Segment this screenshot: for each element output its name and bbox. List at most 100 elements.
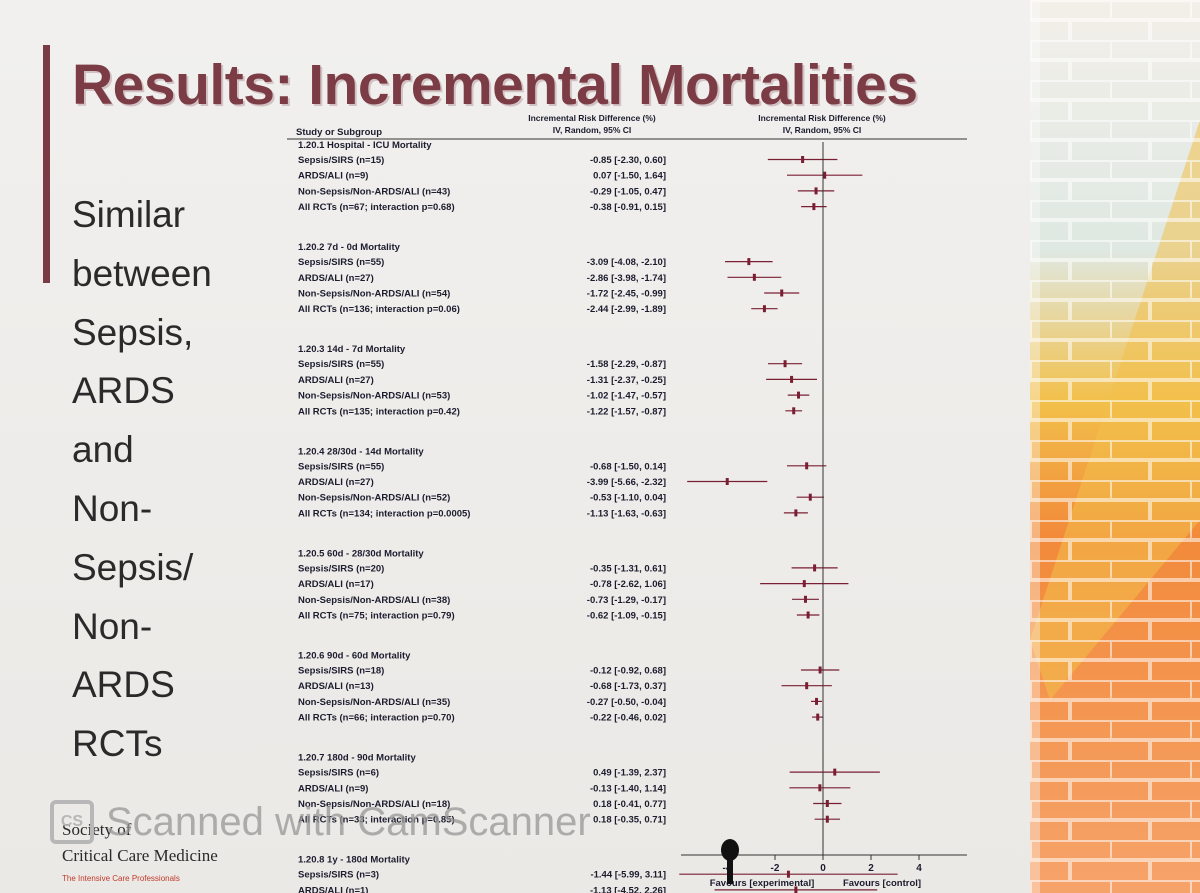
row-label: Non-Sepsis/Non-ARDS/ALI (n=38) <box>298 595 450 606</box>
sccm-logo: Society of Critical Care Medicine The In… <box>62 820 262 883</box>
summary-line: ARDS <box>72 664 175 706</box>
forest-plot: Incremental Risk Difference (%) IV, Rando… <box>282 108 982 893</box>
row-label: Sepsis/SIRS (n=3) <box>298 870 379 881</box>
group-title: 1.20.3 14d - 7d Mortality <box>298 344 406 355</box>
forest-plot-svg: Incremental Risk Difference (%) IV, Rando… <box>287 113 967 893</box>
header-method-left: IV, Random, 95% CI <box>553 125 632 135</box>
row-ci-text: -0.12 [-0.92, 0.68] <box>590 666 666 677</box>
row-label: Sepsis/SIRS (n=20) <box>298 563 384 574</box>
point-estimate <box>815 697 819 705</box>
row-ci-text: 0.07 [-1.50, 1.64] <box>593 171 666 182</box>
row-ci-text: -1.22 [-1.57, -0.87] <box>587 406 666 417</box>
summary-line: and <box>72 429 134 471</box>
row-label: ARDS/ALI (n=1) <box>298 885 368 893</box>
group-title: 1.20.7 180d - 90d Mortality <box>298 753 416 764</box>
logo-tagline: The Intensive Care Professionals <box>62 874 180 883</box>
point-estimate <box>812 203 816 211</box>
point-estimate <box>825 800 829 807</box>
row-label: Sepsis/SIRS (n=6) <box>298 768 379 779</box>
row-ci-text: -1.13 [-4.52, 2.26] <box>590 885 666 893</box>
row-label: Non-Sepsis/Non-ARDS/ALI (n=53) <box>298 391 450 402</box>
point-estimate <box>816 713 820 721</box>
point-estimate <box>806 611 810 619</box>
row-ci-text: -1.02 [-1.47, -0.57] <box>587 391 666 402</box>
point-estimate <box>813 564 817 572</box>
microphone-icon <box>721 839 739 884</box>
row-ci-text: -1.31 [-2.37, -0.25] <box>587 375 666 386</box>
point-estimate <box>780 289 784 297</box>
row-ci-text: -2.44 [-2.99, -1.89] <box>587 304 666 315</box>
point-estimate <box>808 493 812 501</box>
row-ci-text: -3.09 [-4.08, -2.10] <box>587 257 666 268</box>
row-ci-text: -0.35 [-1.31, 0.61] <box>590 563 666 574</box>
slide-title: Results: Incremental Mortalities <box>72 53 918 117</box>
point-estimate <box>805 682 809 690</box>
point-estimate <box>801 156 805 163</box>
row-ci-text: -0.73 [-1.29, -0.17] <box>587 595 666 606</box>
point-estimate <box>803 595 807 603</box>
group-title: 1.20.4 28/30d - 14d Mortality <box>298 446 424 457</box>
header-study: Study or Subgroup <box>296 127 382 138</box>
accent-bar <box>43 45 50 283</box>
row-label: Non-Sepsis/Non-ARDS/ALI (n=18) <box>298 799 450 810</box>
header-effect-right: Incremental Risk Difference (%) <box>758 113 886 123</box>
point-estimate <box>725 478 729 485</box>
group-title: 1.20.2 7d - 0d Mortality <box>298 242 401 253</box>
point-estimate <box>814 187 818 195</box>
row-ci-text: 0.49 [-1.39, 2.37] <box>593 768 666 779</box>
row-label: All RCTs (n=33; interaction p=0.85) <box>298 815 455 826</box>
row-label: ARDS/ALI (n=9) <box>298 783 368 794</box>
row-label: All RCTs (n=134; interaction p=0.0005) <box>298 508 470 519</box>
group-title: 1.20.8 1y - 180d Mortality <box>298 855 411 866</box>
row-ci-text: -1.13 [-1.63, -0.63] <box>587 508 666 519</box>
point-estimate <box>825 815 829 823</box>
favours-control-label: Favours [control] <box>843 878 921 889</box>
group-title: 1.20.6 90d - 60d Mortality <box>298 651 411 662</box>
row-label: All RCTs (n=135; interaction p=0.42) <box>298 406 460 417</box>
point-estimate <box>752 273 756 281</box>
row-label: Non-Sepsis/Non-ARDS/ALI (n=54) <box>298 289 450 300</box>
point-estimate <box>783 360 787 368</box>
row-label: Sepsis/SIRS (n=15) <box>298 155 384 166</box>
row-ci-text: -1.72 [-2.45, -0.99] <box>587 289 666 300</box>
row-label: ARDS/ALI (n=27) <box>298 273 374 284</box>
row-ci-text: -0.29 [-1.05, 0.47] <box>590 186 666 197</box>
row-ci-text: -0.68 [-1.73, 0.37] <box>590 681 666 692</box>
row-ci-text: -0.62 [-1.09, -0.15] <box>587 611 666 622</box>
point-estimate <box>747 258 751 266</box>
camscanner-badge-icon: CS <box>50 800 94 844</box>
summary-line: RCTs <box>72 723 163 765</box>
group-title: 1.20.5 60d - 28/30d Mortality <box>298 548 424 559</box>
row-label: Sepsis/SIRS (n=55) <box>298 461 384 472</box>
summary-line: between <box>72 252 212 294</box>
row-ci-text: -0.53 [-1.10, 0.04] <box>590 493 666 504</box>
point-estimate <box>802 580 806 588</box>
row-ci-text: -3.99 [-5.66, -2.32] <box>587 477 666 488</box>
row-ci-text: -0.78 [-2.62, 1.06] <box>590 579 666 590</box>
row-ci-text: -2.86 [-3.98, -1.74] <box>587 273 666 284</box>
x-tick-label: 2 <box>868 863 874 874</box>
row-label: Sepsis/SIRS (n=18) <box>298 666 384 677</box>
row-label: All RCTs (n=75; interaction p=0.79) <box>298 611 455 622</box>
point-estimate <box>833 768 837 776</box>
row-label: Non-Sepsis/Non-ARDS/ALI (n=43) <box>298 186 450 197</box>
row-ci-text: -0.13 [-1.40, 1.14] <box>590 783 666 794</box>
row-label: All RCTs (n=67; interaction p=0.68) <box>298 202 455 213</box>
row-ci-text: -0.22 [-0.46, 0.02] <box>590 713 666 724</box>
group-title: 1.20.1 Hospital - ICU Mortality <box>298 140 432 151</box>
row-label: Non-Sepsis/Non-ARDS/ALI (n=35) <box>298 697 450 708</box>
row-label: ARDS/ALI (n=27) <box>298 477 374 488</box>
x-tick-label: -2 <box>771 863 780 874</box>
summary-line: Sepsis/ <box>72 546 194 588</box>
point-estimate <box>792 407 796 415</box>
row-ci-text: 0.18 [-0.35, 0.71] <box>593 815 666 826</box>
row-label: ARDS/ALI (n=9) <box>298 171 368 182</box>
row-label: ARDS/ALI (n=17) <box>298 579 374 590</box>
row-label: All RCTs (n=66; interaction p=0.70) <box>298 713 455 724</box>
logo-line-1: Society of <box>62 820 132 839</box>
logo-line-2: Critical Care Medicine <box>62 846 218 865</box>
row-ci-text: -1.58 [-2.29, -0.87] <box>587 359 666 370</box>
header-effect-left: Incremental Risk Difference (%) <box>528 113 656 123</box>
row-ci-text: -0.85 [-2.30, 0.60] <box>590 155 666 166</box>
point-estimate <box>797 391 801 399</box>
